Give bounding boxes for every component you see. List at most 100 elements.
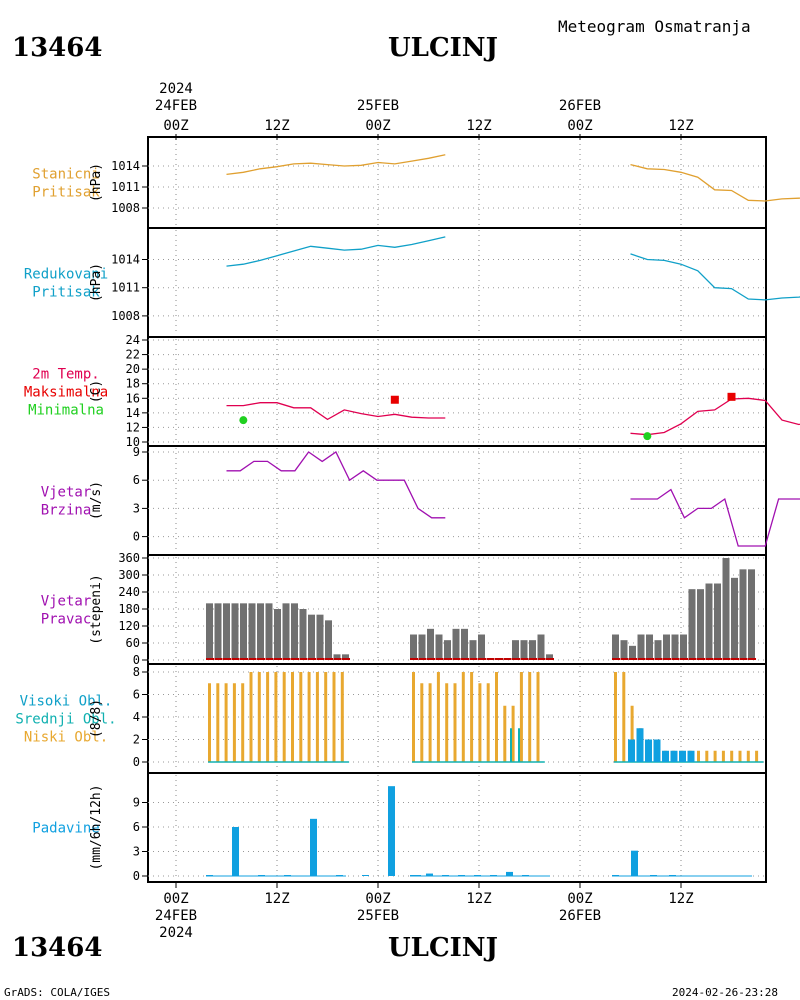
ytick-label-4-3: 0 bbox=[133, 530, 140, 544]
series-1-seg-0 bbox=[226, 154, 446, 176]
dir-bar-2-14 bbox=[731, 577, 738, 660]
ytick-label-2-0: 1014 bbox=[111, 253, 140, 267]
ytick-label-3-1: 22 bbox=[126, 348, 140, 362]
precip-bar-1-6 bbox=[506, 871, 513, 876]
ytick-label-6-4: 0 bbox=[133, 755, 140, 769]
dir-bar-1-13 bbox=[520, 640, 528, 660]
dir-bar-1-1 bbox=[418, 634, 426, 660]
series-1-seg-1 bbox=[630, 163, 800, 202]
low-cloud-bar-0-3 bbox=[232, 683, 236, 762]
low-cloud-bar-0-15 bbox=[332, 672, 336, 762]
panel-frame-1 bbox=[147, 136, 767, 229]
top-tick-label-2: 00Z bbox=[365, 118, 390, 134]
dir-bar-1-6 bbox=[461, 628, 468, 660]
ytick-label-3-7: 10 bbox=[126, 435, 140, 449]
panel-ylabel-4: (m/s) bbox=[89, 481, 104, 520]
dir-bar-2-4 bbox=[646, 634, 653, 660]
panel-label-6-1: Srednji Obl. bbox=[15, 712, 116, 728]
tmax-marker-0 bbox=[390, 395, 399, 404]
panel-label-2-0: Redukovani bbox=[24, 267, 108, 283]
low-cloud-bar-0-7 bbox=[266, 672, 270, 762]
bottom-tick-label-0: 00Z bbox=[163, 891, 188, 907]
low-cloud-bar-2-14 bbox=[730, 750, 734, 762]
ytick-label-3-6: 12 bbox=[126, 420, 140, 434]
low-cloud-bar-1-11 bbox=[503, 705, 507, 762]
ytick-label-3-5: 14 bbox=[126, 406, 140, 420]
top-tick-label-3: 12Z bbox=[466, 118, 491, 134]
panel-ylabel-1: (hPa) bbox=[89, 163, 104, 202]
panel-label-1-1: Pritisak bbox=[32, 185, 100, 201]
ytick-label-7-3: 0 bbox=[133, 869, 140, 883]
low-cloud-bar-1-2 bbox=[428, 683, 432, 762]
low-cloud-bar-2-11 bbox=[705, 750, 709, 762]
dir-bar-0-15 bbox=[333, 654, 341, 660]
low-cloud-bar-1-5 bbox=[453, 683, 457, 762]
low-cloud-bar-0-2 bbox=[224, 683, 228, 762]
dir-bar-1-5 bbox=[452, 628, 460, 660]
ytick-label-4-1: 6 bbox=[133, 473, 140, 487]
low-cloud-bar-1-1 bbox=[420, 683, 424, 762]
low-cloud-bar-0-0 bbox=[208, 683, 211, 762]
low-cloud-bar-2-0 bbox=[614, 672, 617, 762]
panel-ylabel-5: (stepeni) bbox=[89, 574, 104, 644]
bottom-date-26feb: 26FEB bbox=[559, 908, 601, 924]
dir-bar-2-2 bbox=[629, 645, 636, 660]
panel-frame-3 bbox=[147, 336, 767, 447]
dir-bar-2-13 bbox=[722, 558, 730, 660]
dir-bar-1-2 bbox=[427, 628, 434, 660]
ytick-label-2-1: 1011 bbox=[111, 281, 140, 295]
ytick-label-2-2: 1008 bbox=[111, 309, 140, 323]
ytick-label-3-2: 20 bbox=[126, 362, 140, 376]
ytick-label-7-1: 6 bbox=[133, 820, 140, 834]
top-date-24feb: 24FEB bbox=[155, 98, 197, 114]
panel-ylabel-6: (8/8) bbox=[89, 699, 104, 738]
low-cloud-bar-0-12 bbox=[307, 672, 311, 762]
ytick-label-7-0: 9 bbox=[133, 796, 140, 810]
low-cloud-bar-2-12 bbox=[713, 750, 717, 762]
low-cloud-bar-0-16 bbox=[340, 672, 344, 762]
top-tick-label-5: 12Z bbox=[668, 118, 693, 134]
low-cloud-bar-1-10 bbox=[495, 672, 498, 762]
ytick-label-6-0: 8 bbox=[133, 665, 140, 679]
bottom-date-24feb: 24FEB bbox=[155, 908, 197, 924]
panel-ylabel-7: (mm/6h/12h) bbox=[89, 784, 104, 870]
high-cloud-bar-4 bbox=[662, 750, 669, 762]
dir-bar-0-6 bbox=[257, 603, 264, 660]
ytick-label-6-1: 6 bbox=[133, 688, 140, 702]
dir-bar-2-6 bbox=[663, 634, 670, 660]
low-cloud-bar-1-7 bbox=[470, 672, 474, 762]
mid-cloud-bar-1 bbox=[518, 728, 520, 762]
dir-bar-0-5 bbox=[248, 603, 256, 660]
ytick-label-6-2: 4 bbox=[133, 710, 140, 724]
dir-bar-2-7 bbox=[671, 634, 679, 660]
precip-bar-0-1 bbox=[232, 827, 239, 876]
high-cloud-bar-3 bbox=[653, 739, 661, 762]
dir-bar-0-12 bbox=[308, 614, 315, 660]
precip-bar-0-4 bbox=[310, 818, 317, 876]
low-cloud-bar-0-9 bbox=[282, 672, 286, 762]
footer-timestamp: 2024-02-26-23:28 bbox=[672, 986, 778, 999]
high-cloud-bar-0 bbox=[628, 739, 635, 762]
dir-bar-0-7 bbox=[265, 603, 273, 660]
dir-bar-2-10 bbox=[697, 589, 704, 660]
low-cloud-bar-0-6 bbox=[257, 672, 261, 762]
top-date-26feb: 26FEB bbox=[559, 98, 601, 114]
ytick-label-5-2: 240 bbox=[118, 585, 140, 599]
low-cloud-bar-0-10 bbox=[291, 672, 294, 762]
panel-label-3-1: Maksimalna bbox=[24, 385, 108, 401]
panel-label-4-0: Vjetar bbox=[41, 485, 92, 501]
low-cloud-bar-1-15 bbox=[536, 672, 540, 762]
low-cloud-bar-0-5 bbox=[249, 672, 253, 762]
panel-label-6-2: Niski Obl. bbox=[24, 730, 108, 746]
ytick-label-5-0: 360 bbox=[118, 551, 140, 565]
ytick-label-3-3: 18 bbox=[126, 377, 140, 391]
panel-ylabel-3: (C) bbox=[89, 380, 104, 403]
series-4-seg-0 bbox=[226, 451, 446, 519]
dir-bar-2-9 bbox=[688, 589, 696, 660]
dir-bar-0-3 bbox=[231, 603, 239, 660]
dir-bar-1-7 bbox=[469, 640, 477, 660]
dir-bar-1-14 bbox=[529, 640, 536, 660]
ytick-label-7-2: 3 bbox=[133, 845, 140, 859]
low-cloud-bar-1-4 bbox=[445, 683, 449, 762]
panel-label-3-2: Minimalna bbox=[28, 403, 104, 419]
